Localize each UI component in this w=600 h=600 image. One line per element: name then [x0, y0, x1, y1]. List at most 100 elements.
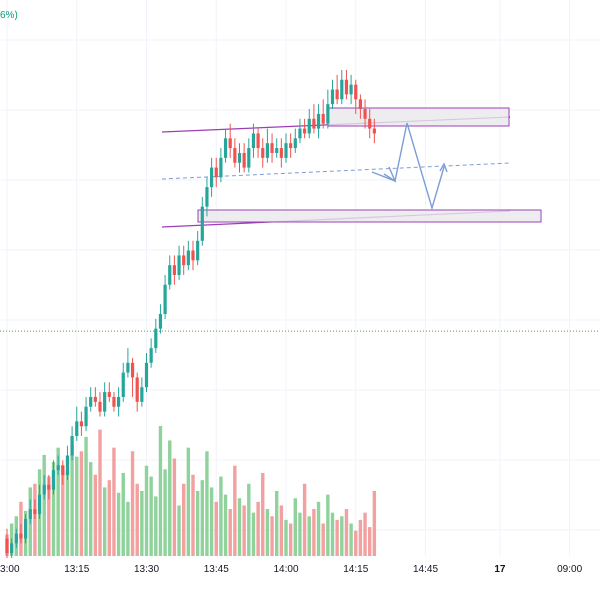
time-axis[interactable]: 13:00 13:15 13:30 13:45 14:00 14:15 14:45 17 09:…	[0, 564, 600, 575]
time-axis-tick-label: 14:15	[343, 564, 368, 575]
volume-bar	[354, 530, 358, 556]
volume-bar	[242, 505, 246, 556]
volume-bar	[47, 476, 51, 556]
support-zone	[197, 209, 542, 223]
candle-body	[186, 250, 190, 266]
candle-body	[214, 167, 218, 178]
resistance-zone	[327, 107, 510, 127]
volume-bar	[140, 491, 144, 556]
candle-body	[223, 138, 228, 158]
candle-body	[205, 187, 209, 207]
candle-body	[340, 79, 344, 100]
volume-bar	[349, 523, 353, 556]
volume-bar	[116, 492, 121, 556]
volume-bar	[284, 519, 288, 556]
volume-bar	[51, 462, 56, 556]
candle-body	[256, 133, 260, 149]
candle-body	[177, 255, 181, 275]
candle-body	[330, 89, 335, 105]
volume-bar	[191, 474, 195, 556]
volume-bar	[312, 509, 316, 556]
candle-body	[284, 143, 288, 158]
candle-body	[303, 128, 307, 134]
candle-body	[196, 240, 200, 261]
volume-bar	[65, 471, 70, 556]
chart-drawings[interactable]	[161, 107, 542, 228]
candle-body	[121, 372, 125, 397]
projection-arrow-a	[383, 166, 397, 183]
candle-body	[70, 436, 74, 456]
candle-body	[228, 138, 232, 149]
volume-bar	[219, 476, 223, 556]
volume-bar	[102, 487, 107, 556]
volume-bar	[214, 501, 218, 556]
candle-body	[168, 265, 172, 285]
candle-body	[279, 148, 283, 158]
candle-body	[5, 538, 9, 554]
time-axis-tick-label: 13:45	[204, 564, 229, 575]
change-label: 6%)	[0, 10, 18, 21]
candle-body	[210, 167, 214, 188]
volume-bar	[209, 487, 214, 556]
candle-body	[33, 509, 37, 515]
volume-bar	[307, 516, 311, 556]
volume-bars	[5, 426, 377, 556]
time-axis-tick-label: 17	[494, 564, 506, 575]
candle-body	[103, 392, 107, 412]
volume-bar	[33, 483, 37, 556]
candle-body	[247, 148, 251, 168]
time-axis-tick-label: 14:00	[273, 564, 298, 575]
candle-body	[47, 484, 51, 490]
candle-body	[65, 455, 70, 476]
projection-arrowhead	[439, 162, 448, 173]
candle-body	[42, 484, 46, 495]
volume-bar	[275, 491, 279, 556]
volume-bar	[321, 523, 325, 556]
candle-body	[98, 401, 102, 412]
channel-midline	[161, 162, 511, 180]
volume-bar	[70, 444, 74, 556]
candle-body	[275, 148, 279, 153]
volume-bar	[89, 462, 93, 556]
candle-body	[182, 255, 186, 266]
volume-bar	[251, 512, 256, 556]
projection-path	[371, 122, 445, 211]
volume-bar	[288, 523, 293, 556]
volume-bar	[144, 465, 149, 556]
candle-body	[335, 89, 339, 100]
volume-bar	[61, 465, 65, 556]
volume-bar	[98, 429, 102, 556]
volume-bar	[158, 426, 163, 556]
candle-body	[312, 118, 316, 129]
candle-body	[51, 470, 56, 490]
volume-bar	[172, 458, 177, 556]
volume-bar	[121, 472, 125, 556]
candle-body	[117, 396, 121, 407]
volume-bar	[205, 451, 209, 556]
candle-body	[154, 328, 158, 349]
candle-body	[61, 465, 65, 476]
volume-bar	[130, 451, 135, 556]
volume-bar	[154, 496, 158, 556]
volume-bar	[237, 498, 242, 556]
candle-body	[191, 250, 195, 261]
time-axis-tick-label: 13:15	[64, 564, 89, 575]
candle-body	[140, 387, 144, 402]
volume-bar	[163, 469, 167, 556]
candle-body	[144, 362, 149, 388]
volume-bar	[256, 501, 260, 556]
volume-bar	[195, 491, 200, 556]
candle-body	[261, 148, 265, 158]
volume-bar	[247, 483, 251, 556]
volume-bar	[330, 512, 335, 556]
volume-bar	[344, 509, 349, 556]
candle-body	[344, 79, 349, 95]
volume-bar	[228, 509, 232, 556]
volume-bar	[335, 519, 339, 556]
volume-bar	[316, 501, 321, 556]
candle-body	[79, 421, 83, 427]
volume-bar	[340, 516, 344, 556]
volume-bar	[56, 447, 60, 556]
volume-bar	[200, 480, 204, 556]
